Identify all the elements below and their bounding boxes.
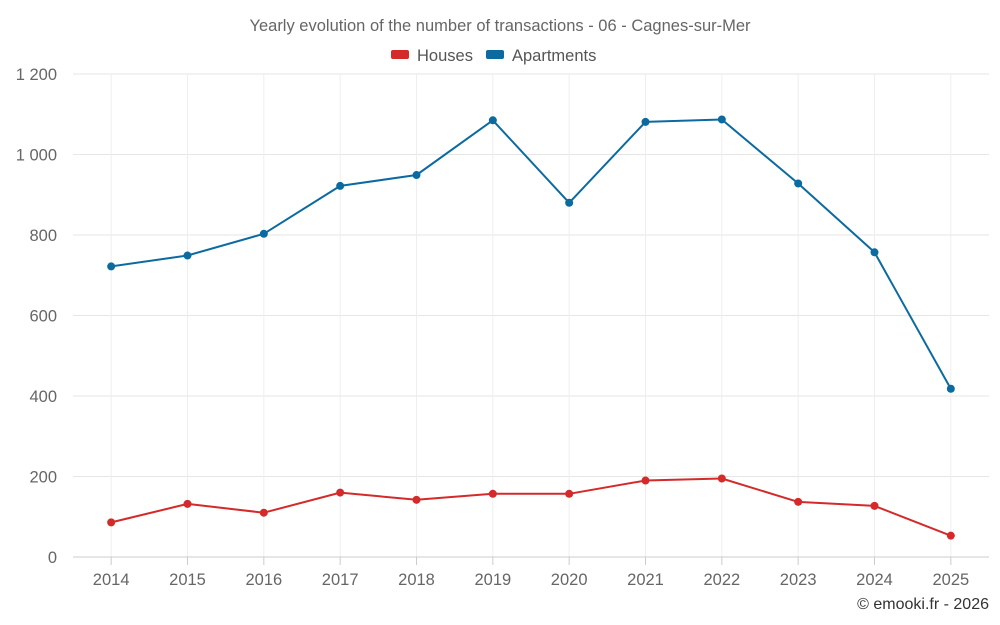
x-tick-label: 2019 [474,571,511,589]
x-tick-label: 2015 [169,571,206,589]
data-point-houses[interactable] [259,508,268,517]
data-point-apartments[interactable] [412,171,421,180]
data-point-apartments[interactable] [259,229,268,238]
credit-text: © emooki.fr - 2026 [857,596,989,613]
legend: Houses Apartments [391,47,596,65]
y-axis: 0 200 400 600 800 1 000 1 200 [16,66,57,567]
gridlines [73,73,989,558]
y-tick-label: 200 [29,469,57,487]
y-tick-label: 0 [48,549,57,567]
legend-swatch-houses [391,50,409,59]
legend-label-apartments[interactable]: Apartments [512,47,596,65]
data-point-houses[interactable] [870,501,879,510]
data-point-houses[interactable] [107,518,116,527]
data-point-houses[interactable] [946,531,955,540]
chart-title: Yearly evolution of the number of transa… [249,17,751,35]
y-tick-label: 400 [29,388,57,406]
legend-swatch-apartments [486,50,504,59]
x-tick-label: 2025 [932,571,969,589]
data-point-houses[interactable] [641,476,650,485]
x-tick-label: 2018 [398,571,435,589]
data-point-houses[interactable] [183,499,192,508]
x-tick-label: 2021 [627,571,664,589]
x-tick-label: 2022 [703,571,740,589]
y-tick-label: 1 000 [16,147,57,165]
data-point-houses[interactable] [794,497,803,506]
y-tick-label: 1 200 [16,66,57,84]
data-point-houses[interactable] [412,495,421,504]
x-tick-label: 2016 [245,571,282,589]
data-point-houses[interactable] [488,489,497,498]
x-tick-label: 2024 [856,571,893,589]
data-point-houses[interactable] [717,474,726,483]
y-tick-label: 800 [29,227,57,245]
data-point-houses[interactable] [565,489,574,498]
x-tick-label: 2014 [93,571,130,589]
data-point-apartments[interactable] [565,198,574,207]
plot-series [107,115,955,540]
legend-label-houses[interactable]: Houses [417,47,473,65]
series-line-houses [110,477,952,537]
x-axis: 2014 2015 2016 2017 2018 2019 2020 2021 2022 2023… [73,556,989,589]
data-point-apartments[interactable] [183,251,192,260]
data-point-apartments[interactable] [717,115,726,124]
x-tick-label: 2017 [322,571,359,589]
data-point-apartments[interactable] [107,262,116,271]
data-point-apartments[interactable] [336,181,345,190]
x-tick-label: 2023 [780,571,817,589]
data-point-apartments[interactable] [641,117,650,126]
data-point-apartments[interactable] [794,179,803,188]
data-point-apartments[interactable] [870,248,879,257]
series-line-apartments [111,118,952,390]
data-point-apartments[interactable] [946,384,955,393]
y-tick-label: 600 [29,308,57,326]
data-point-houses[interactable] [336,488,345,497]
x-tick-label: 2020 [551,571,588,589]
data-point-apartments[interactable] [488,116,497,125]
